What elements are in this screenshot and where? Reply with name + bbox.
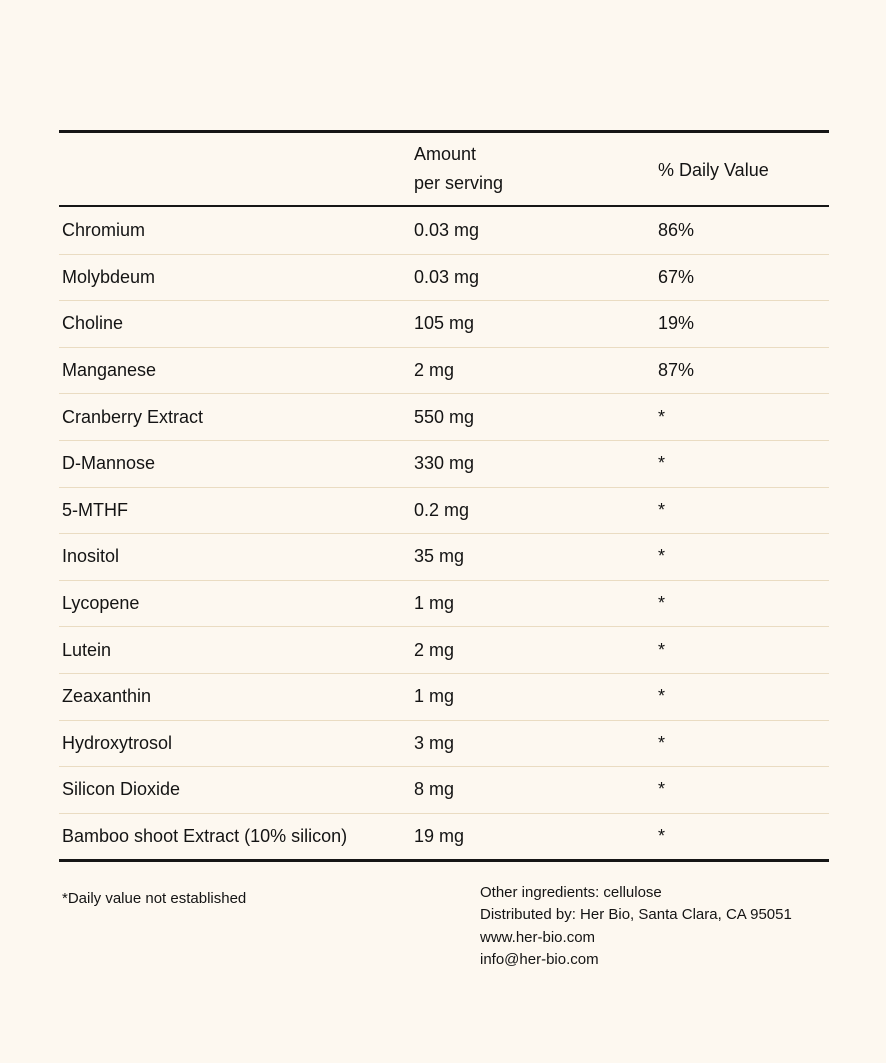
- column-header-amount-line1: Amount: [414, 144, 477, 164]
- ingredient-amount: 1 mg: [414, 593, 455, 614]
- ingredient-daily-value: *: [658, 639, 666, 660]
- ingredient-daily-value: *: [658, 406, 666, 427]
- ingredient-name: Cranberry Extract: [62, 406, 204, 427]
- ingredient-name: Lutein: [62, 639, 112, 660]
- table-row: Manganese 2 mg 87%: [59, 346, 829, 394]
- column-header-amount: Amount per serving: [414, 133, 658, 205]
- ingredient-daily-value: *: [658, 826, 666, 847]
- table-row: Hydroxytrosol 3 mg *: [59, 719, 829, 767]
- table-row: 5-MTHF 0.2 mg *: [59, 486, 829, 534]
- ingredient-name: Molybdeum: [62, 266, 156, 287]
- ingredient-amount: 0.2 mg: [414, 499, 470, 520]
- table-row: Zeaxanthin 1 mg *: [59, 672, 829, 720]
- website-text: www.her-bio.com: [480, 928, 596, 946]
- ingredient-daily-value: *: [658, 499, 666, 520]
- table-row: Bamboo shoot Extract (10% silicon) 19 mg…: [59, 812, 829, 860]
- ingredient-name: Hydroxytrosol: [62, 732, 173, 753]
- ingredient-name: Inositol: [62, 546, 120, 567]
- column-header-amount-line2: per serving: [414, 173, 504, 193]
- distributed-by-text: Distributed by: Her Bio, Santa Clara, CA…: [480, 906, 792, 924]
- ingredient-daily-value: *: [658, 453, 666, 474]
- ingredient-amount: 35 mg: [414, 546, 465, 567]
- table-row: Lutein 2 mg *: [59, 626, 829, 673]
- table-row: Chromium 0.03 mg 86%: [59, 207, 829, 254]
- manufacturer-info-block: Other ingredients: cellulose Distributed…: [480, 882, 792, 972]
- ingredient-daily-value: *: [658, 546, 666, 567]
- ingredient-amount: 550 mg: [414, 406, 475, 427]
- ingredient-name: Lycopene: [62, 593, 140, 614]
- ingredient-name: 5-MTHF: [62, 499, 128, 520]
- table-row: Choline 105 mg 19%: [59, 300, 829, 347]
- ingredient-daily-value: 67%: [658, 266, 695, 287]
- table-header-row: Amount per serving % Daily Value: [59, 133, 829, 207]
- ingredient-amount: 105 mg: [414, 313, 475, 334]
- table-row: Lycopene 1 mg *: [59, 579, 829, 627]
- ingredient-daily-value: *: [658, 593, 666, 614]
- ingredient-daily-value: 87%: [658, 360, 695, 381]
- table-row: Silicon Dioxide 8 mg *: [59, 766, 829, 813]
- ingredient-amount: 0.03 mg: [414, 219, 480, 240]
- table-row: Molybdeum 0.03 mg 67%: [59, 253, 829, 301]
- supplement-facts-table: Amount per serving % Daily Value Chromiu…: [59, 130, 829, 863]
- table-row: D-Mannose 330 mg *: [59, 439, 829, 487]
- table-row: Inositol 35 mg *: [59, 533, 829, 580]
- email-text: info@her-bio.com: [480, 951, 599, 969]
- ingredient-name: Silicon Dioxide: [62, 779, 181, 800]
- ingredient-amount: 1 mg: [414, 686, 455, 707]
- ingredient-amount: 8 mg: [414, 779, 455, 800]
- ingredient-name: Bamboo shoot Extract (10% silicon): [62, 826, 348, 847]
- ingredient-daily-value: *: [658, 779, 666, 800]
- ingredient-name: Zeaxanthin: [62, 686, 152, 707]
- ingredient-amount: 0.03 mg: [414, 266, 480, 287]
- table-row: Cranberry Extract 550 mg *: [59, 393, 829, 440]
- daily-value-footnote: *Daily value not established: [62, 890, 247, 907]
- ingredient-amount: 330 mg: [414, 453, 475, 474]
- other-ingredients-text: Other ingredients: cellulose: [480, 884, 662, 901]
- ingredient-amount: 2 mg: [414, 639, 455, 660]
- ingredient-daily-value: *: [658, 732, 666, 753]
- ingredient-daily-value: 86%: [658, 219, 695, 240]
- ingredient-name: D-Mannose: [62, 453, 156, 474]
- ingredient-daily-value: 19%: [658, 313, 695, 334]
- ingredient-daily-value: *: [658, 686, 666, 707]
- ingredient-amount: 19 mg: [414, 826, 465, 847]
- ingredient-amount: 2 mg: [414, 360, 455, 381]
- ingredient-amount: 3 mg: [414, 732, 455, 753]
- ingredient-name: Chromium: [62, 219, 146, 240]
- column-header-daily-value: % Daily Value: [658, 159, 769, 180]
- ingredient-name: Choline: [62, 313, 124, 334]
- ingredient-name: Manganese: [62, 360, 157, 381]
